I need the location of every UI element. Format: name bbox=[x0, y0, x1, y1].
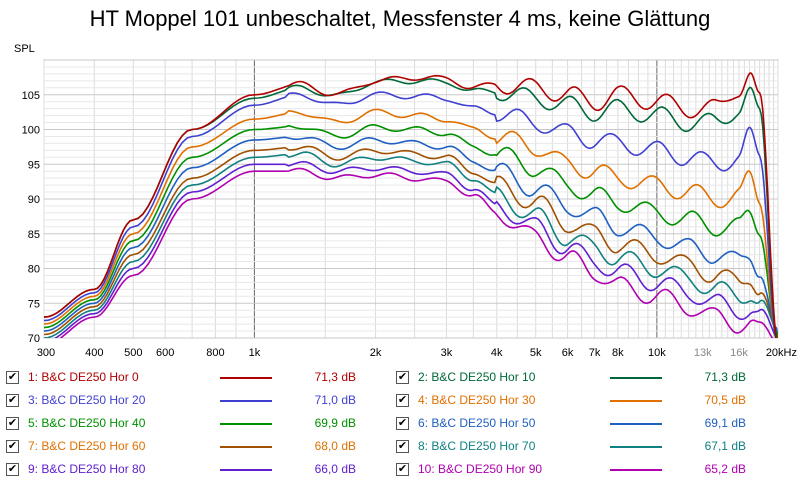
legend-item: ✔ 3: B&C DE250 Hor 20 71,0 dB bbox=[6, 390, 400, 412]
x-tick-label: 600 bbox=[156, 347, 174, 359]
legend-level-value: 67,1 dB bbox=[704, 439, 746, 453]
y-tick-label: 95 bbox=[28, 159, 40, 171]
legend-checkbox[interactable]: ✔ bbox=[396, 371, 409, 384]
series-line-10 bbox=[59, 167, 778, 338]
legend-checkbox[interactable]: ✔ bbox=[396, 394, 409, 407]
legend-line-swatch bbox=[220, 400, 272, 402]
y-tick-label: 100 bbox=[22, 125, 40, 137]
legend-item: ✔ 5: B&C DE250 Hor 40 69,9 dB bbox=[6, 413, 400, 435]
legend-checkbox[interactable]: ✔ bbox=[6, 394, 19, 407]
legend-line-swatch bbox=[220, 446, 272, 448]
y-tick-label: 70 bbox=[28, 333, 40, 345]
y-tick-label: 90 bbox=[28, 194, 40, 206]
y-tick-label: 105 bbox=[22, 90, 40, 102]
legend-item: ✔ 4: B&C DE250 Hor 30 70,5 dB bbox=[396, 390, 790, 412]
legend-line-swatch bbox=[610, 400, 662, 402]
legend-item: ✔ 10: B&C DE250 Hor 90 65,2 dB bbox=[396, 459, 790, 481]
legend-line-swatch bbox=[610, 469, 662, 471]
legend-item: ✔ 1: B&C DE250 Hor 0 71,3 dB bbox=[6, 367, 400, 389]
legend-level-value: 66,0 dB bbox=[314, 462, 356, 476]
frequency-response-chart: SPL 70 75 80 85 90 95 100 105 300 400 500 600 800 1k 2k… bbox=[14, 43, 797, 359]
x-tick-label: 5k bbox=[530, 347, 542, 359]
x-tick-label: 20kHz bbox=[766, 347, 797, 359]
x-tick-label: 10k bbox=[648, 347, 666, 359]
legend-checkbox[interactable]: ✔ bbox=[6, 463, 19, 476]
x-tick-label: 2k bbox=[370, 347, 382, 359]
series-line-2 bbox=[44, 78, 778, 338]
x-tick-label: 8k bbox=[612, 347, 624, 359]
legend-checkbox[interactable]: ✔ bbox=[6, 371, 19, 384]
legend-item: ✔ 7: B&C DE250 Hor 60 68,0 dB bbox=[6, 436, 400, 458]
series-line-3 bbox=[44, 91, 778, 338]
x-tick-label: 7k bbox=[589, 347, 601, 359]
series-line-8 bbox=[44, 151, 778, 338]
series-line-5 bbox=[44, 123, 778, 338]
legend-series-name: 7: B&C DE250 Hor 60 bbox=[28, 439, 146, 453]
x-tick-label: 4k bbox=[491, 347, 503, 359]
x-tick-label: 500 bbox=[124, 347, 142, 359]
x-tick-label: 300 bbox=[37, 347, 55, 359]
legend-checkbox[interactable]: ✔ bbox=[396, 463, 409, 476]
series-line-1 bbox=[44, 72, 778, 338]
legend-level-value: 69,1 dB bbox=[704, 416, 746, 430]
x-tick-label: 16k bbox=[730, 347, 748, 359]
legend-line-swatch bbox=[220, 377, 272, 379]
x-tick-label: 3k bbox=[441, 347, 453, 359]
y-axis-label: SPL bbox=[14, 43, 35, 55]
legend-checkbox[interactable]: ✔ bbox=[6, 417, 19, 430]
series-line-7 bbox=[44, 145, 778, 338]
series-line-9 bbox=[53, 160, 778, 338]
legend-series-name: 5: B&C DE250 Hor 40 bbox=[28, 416, 146, 430]
legend-checkbox[interactable]: ✔ bbox=[396, 417, 409, 430]
x-tick-label: 13k bbox=[694, 347, 712, 359]
legend-line-swatch bbox=[610, 446, 662, 448]
legend-item: ✔ 8: B&C DE250 Hor 70 67,1 dB bbox=[396, 436, 790, 458]
legend-line-swatch bbox=[220, 423, 272, 425]
legend-level-value: 69,9 dB bbox=[314, 416, 356, 430]
y-tick-label: 80 bbox=[28, 264, 40, 276]
legend: ✔ 1: B&C DE250 Hor 0 71,3 dB ✔ 2: B&C DE250 … bbox=[0, 364, 800, 487]
y-tick-label: 85 bbox=[28, 229, 40, 241]
y-tick-label: 75 bbox=[28, 298, 40, 310]
legend-checkbox[interactable]: ✔ bbox=[6, 440, 19, 453]
legend-level-value: 68,0 dB bbox=[314, 439, 356, 453]
x-tick-label: 6k bbox=[562, 347, 574, 359]
x-tick-label: 800 bbox=[206, 347, 224, 359]
legend-series-name: 6: B&C DE250 Hor 50 bbox=[418, 416, 536, 430]
x-tick-label: 400 bbox=[85, 347, 103, 359]
legend-line-swatch bbox=[610, 423, 662, 425]
legend-series-name: 1: B&C DE250 Hor 0 bbox=[28, 370, 139, 384]
legend-item: ✔ 9: B&C DE250 Hor 80 66,0 dB bbox=[6, 459, 400, 481]
chart-title: HT Moppel 101 unbeschaltet, Messfenster … bbox=[89, 6, 711, 31]
legend-level-value: 71,3 dB bbox=[704, 370, 746, 384]
legend-level-value: 65,2 dB bbox=[704, 462, 746, 476]
legend-level-value: 71,0 dB bbox=[314, 393, 356, 407]
legend-checkbox[interactable]: ✔ bbox=[396, 440, 409, 453]
legend-series-name: 9: B&C DE250 Hor 80 bbox=[28, 462, 146, 476]
legend-line-swatch bbox=[220, 469, 272, 471]
legend-series-name: 2: B&C DE250 Hor 10 bbox=[418, 370, 536, 384]
series-line-4 bbox=[44, 108, 778, 338]
legend-series-name: 3: B&C DE250 Hor 20 bbox=[28, 393, 146, 407]
legend-item: ✔ 6: B&C DE250 Hor 50 69,1 dB bbox=[396, 413, 790, 435]
legend-line-swatch bbox=[610, 377, 662, 379]
legend-series-name: 8: B&C DE250 Hor 70 bbox=[418, 439, 536, 453]
legend-series-name: 10: B&C DE250 Hor 90 bbox=[418, 462, 543, 476]
legend-item: ✔ 2: B&C DE250 Hor 10 71,3 dB bbox=[396, 367, 790, 389]
series-line-6 bbox=[44, 136, 778, 338]
legend-level-value: 70,5 dB bbox=[704, 393, 746, 407]
x-tick-label: 1k bbox=[249, 347, 261, 359]
legend-level-value: 71,3 dB bbox=[314, 370, 356, 384]
legend-series-name: 4: B&C DE250 Hor 30 bbox=[418, 393, 536, 407]
